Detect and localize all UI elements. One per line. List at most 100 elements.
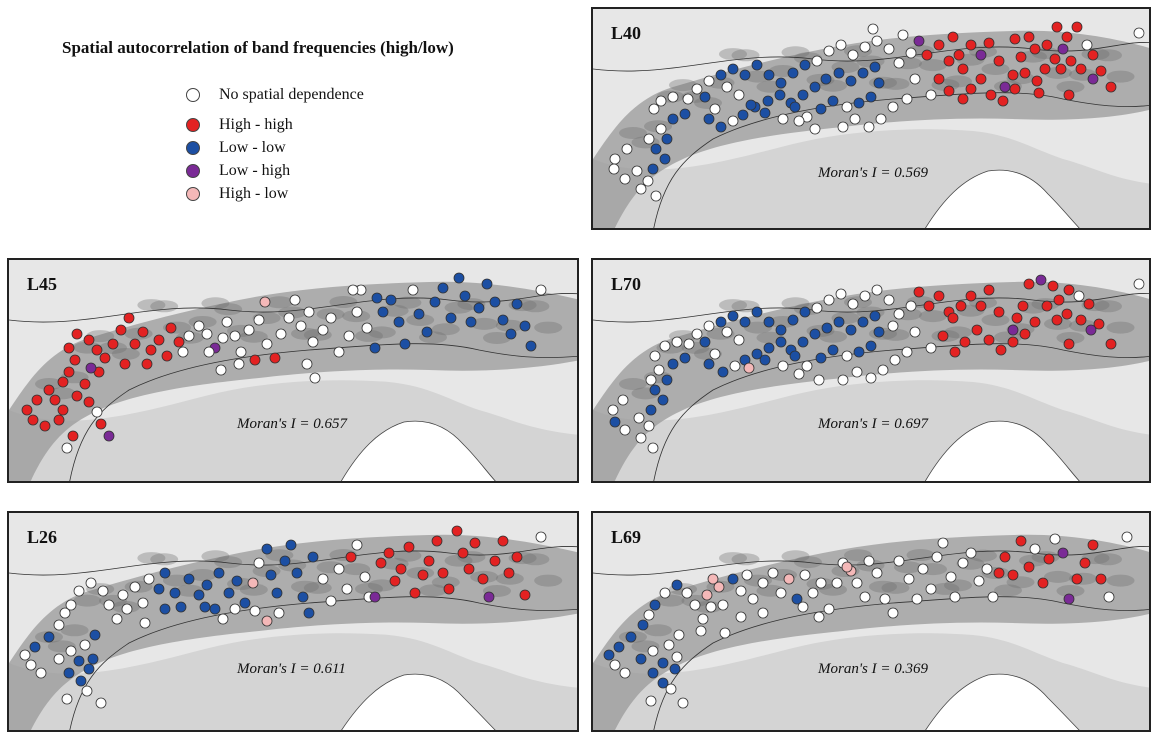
no-dependence-dot [289, 294, 301, 306]
high-high-dot [993, 306, 1005, 318]
no-dependence-dot [721, 326, 733, 338]
high-high-dot [1009, 83, 1021, 95]
panel-label: L69 [611, 527, 642, 547]
low-low-dot [797, 89, 809, 101]
no-dependence-dot [847, 298, 859, 310]
high-high-dot [965, 290, 977, 302]
ridge-shading [1056, 331, 1085, 344]
no-dependence-dot [847, 49, 859, 61]
no-dependence-dot [217, 332, 229, 344]
no-dependence-dot [653, 364, 665, 376]
high-high-dot [1023, 278, 1035, 290]
high-high-dot [165, 322, 177, 334]
map-l70 [593, 260, 1149, 481]
low-low-dot [650, 143, 662, 155]
high-high-dot [1019, 67, 1031, 79]
low-high-dot [1057, 547, 1069, 559]
low-low-dot [703, 113, 715, 125]
ridge-shading [1094, 553, 1122, 566]
panel-label: L70 [611, 274, 642, 294]
high-high-dot [943, 55, 955, 67]
low-low-dot [193, 589, 205, 601]
ridge-shading [214, 556, 243, 569]
low-low-dot [845, 324, 857, 336]
high-high-dot [477, 573, 489, 585]
ridge-shading [534, 574, 563, 587]
no-dependence-dot [283, 312, 295, 324]
high-high-dot [409, 587, 421, 599]
blue-dot-icon [186, 141, 200, 155]
country-border [653, 343, 1149, 481]
high-high-dot [395, 563, 407, 575]
no-dependence-dot [823, 294, 835, 306]
no-dependence-dot [333, 563, 345, 575]
low-low-dot [213, 567, 225, 579]
low-low-dot [169, 587, 181, 599]
high-low-dot [841, 561, 853, 573]
high-high-dot [1007, 336, 1019, 348]
map-panel-l69: L69 Moran's I = 0.369 [591, 511, 1151, 732]
map-l26 [9, 513, 577, 730]
low-low-dot [603, 649, 615, 661]
no-dependence-dot [643, 609, 655, 621]
low-low-dot [669, 663, 681, 675]
no-dependence-dot [809, 123, 821, 135]
low-low-dot [453, 272, 465, 284]
high-high-dot [137, 326, 149, 338]
high-high-dot [107, 338, 119, 350]
high-high-dot [953, 49, 965, 61]
no-dependence-dot [645, 695, 657, 707]
no-dependence-dot [733, 89, 745, 101]
no-dependence-dot [649, 350, 661, 362]
high-high-dot [1007, 569, 1019, 581]
no-dependence-dot [767, 567, 779, 579]
no-dependence-dot [243, 324, 255, 336]
no-dependence-dot [81, 685, 93, 697]
low-low-dot [445, 312, 457, 324]
low-low-dot [511, 298, 523, 310]
no-dependence-dot [659, 340, 671, 352]
high-high-dot [1087, 49, 1099, 61]
high-high-dot [71, 390, 83, 402]
legend-item-low-high: Low - high [186, 160, 290, 182]
adriatic-sea [341, 673, 496, 730]
no-dependence-dot [865, 372, 877, 384]
high-high-dot [31, 394, 43, 406]
no-dependence-dot [667, 91, 679, 103]
low-low-dot [291, 567, 303, 579]
high-low-dot [783, 573, 795, 585]
ridge-shading [444, 301, 473, 314]
no-dependence-dot [757, 607, 769, 619]
ridge-shading [881, 581, 910, 594]
no-dependence-dot [777, 113, 789, 125]
no-dependence-dot [797, 601, 809, 613]
high-high-dot [959, 336, 971, 348]
low-low-dot [87, 653, 99, 665]
high-low-dot [701, 589, 713, 601]
low-low-dot [763, 342, 775, 354]
no-dependence-dot [777, 360, 789, 372]
ridge-shading [994, 584, 1022, 597]
no-dependence-dot [733, 334, 745, 346]
no-dependence-dot [608, 163, 620, 175]
ridge-shading [291, 580, 319, 593]
no-dependence-dot [909, 326, 921, 338]
no-dependence-dot [831, 577, 843, 589]
low-low-dot [759, 354, 771, 366]
low-low-dot [481, 278, 493, 290]
no-dependence-dot [361, 322, 373, 334]
ridge-shading [303, 581, 332, 594]
no-dependence-dot [648, 103, 660, 115]
low-low-dot [775, 324, 787, 336]
high-high-dot [161, 350, 173, 362]
no-dependence-dot [709, 103, 721, 115]
no-dependence-dot [671, 651, 683, 663]
ridge-shading [1094, 300, 1122, 313]
no-dependence-dot [735, 611, 747, 623]
high-high-dot [1051, 21, 1063, 33]
no-dependence-dot [867, 23, 879, 35]
high-high-dot [1017, 300, 1029, 312]
low-low-dot [775, 77, 787, 89]
ridge-shading [619, 378, 647, 390]
high-high-dot [145, 344, 157, 356]
